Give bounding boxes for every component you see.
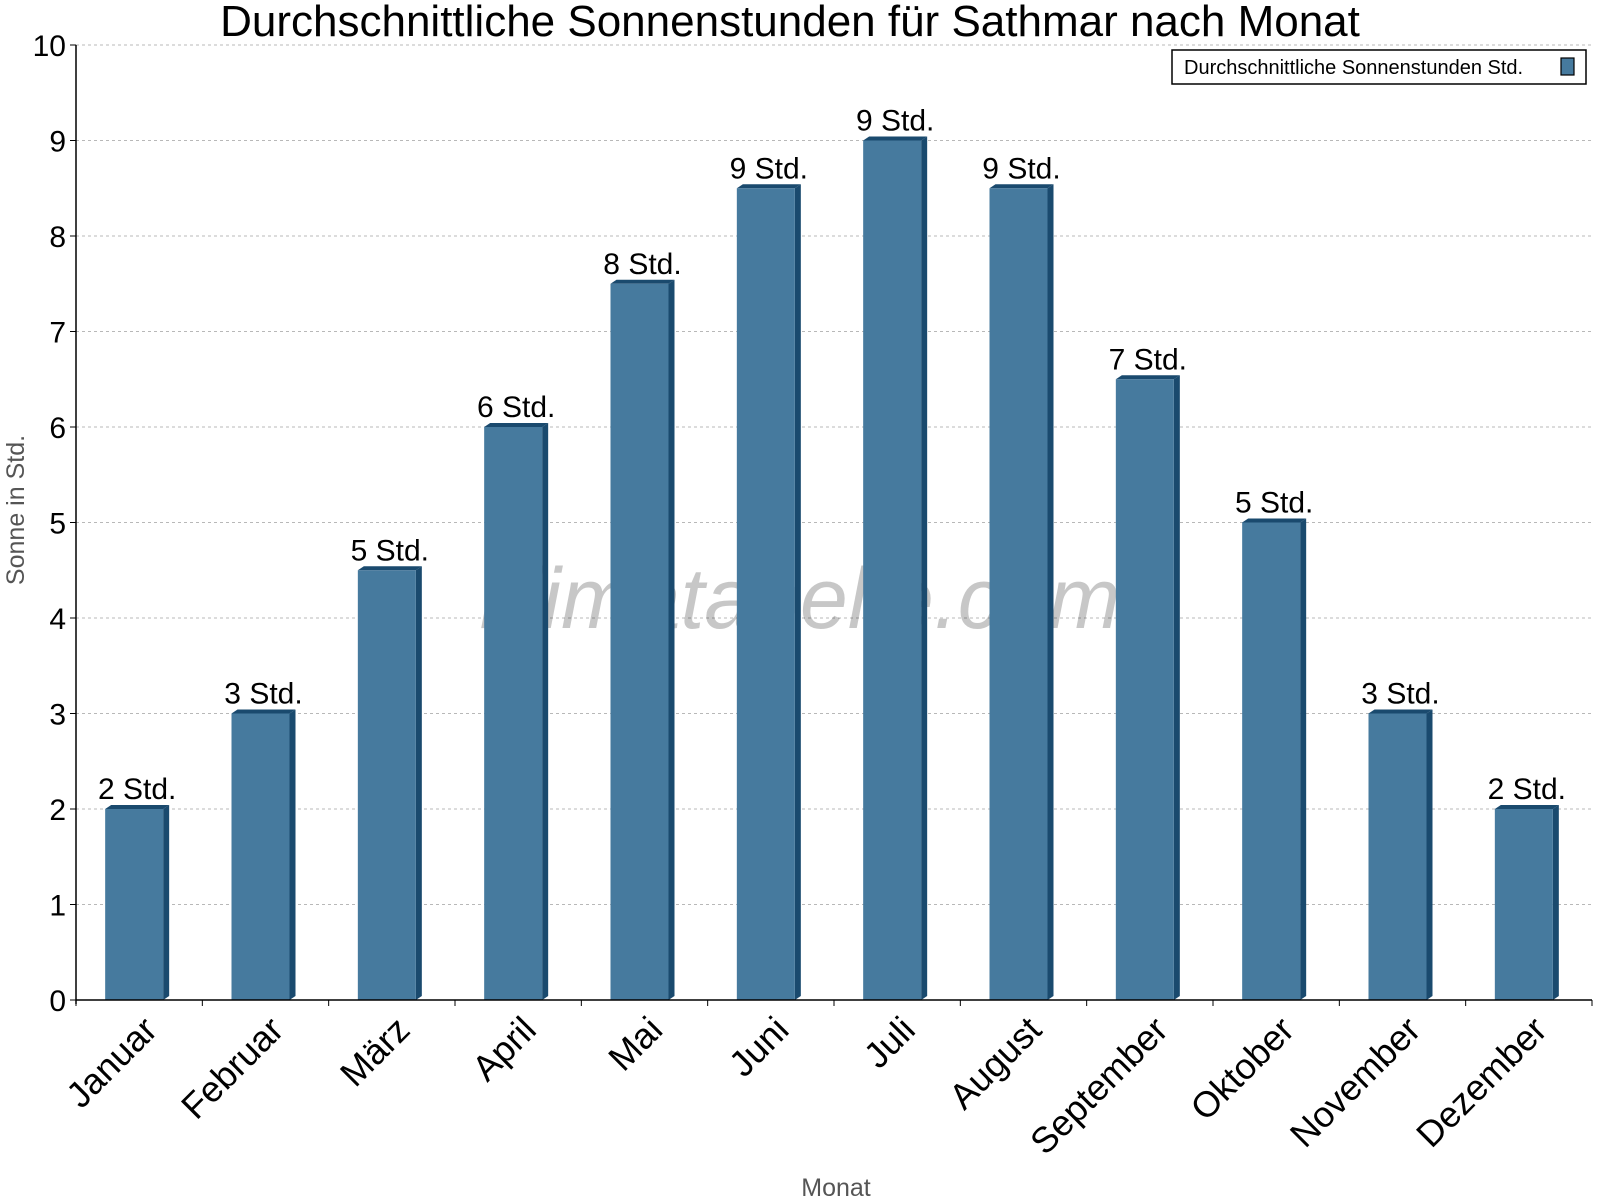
bar-front-face: [1494, 809, 1553, 1000]
bar-side-face: [794, 184, 801, 1000]
axes: [70, 44, 1593, 1006]
legend-swatch: [1560, 57, 1575, 76]
x-tick-label: November: [1282, 1009, 1428, 1155]
bar-side-face: [542, 423, 549, 1000]
x-tick-label: Dezember: [1408, 1009, 1554, 1155]
bar-top-face: [736, 184, 801, 189]
bar-side-face: [163, 805, 170, 1000]
x-axis-label: Monat: [801, 1174, 871, 1200]
y-tick-label: 10: [33, 30, 66, 63]
x-tick-label: Oktober: [1182, 1009, 1302, 1129]
x-tick-label: Januar: [58, 1009, 165, 1116]
data-labels: 2 Std. 3 Std. 5 Std. 6 Std. 8 Std. 9 Std. 9 St…: [98, 105, 1566, 807]
data-label: 9 Std.: [982, 152, 1060, 185]
legend-label: Durchschnittliche Sonnenstunden Std.: [1184, 57, 1523, 79]
y-tick-label: 1: [49, 890, 66, 923]
bar: [357, 566, 422, 1000]
bar-side-face: [1552, 805, 1559, 1000]
bar-front-face: [1115, 379, 1174, 1000]
legend: Durchschnittliche Sonnenstunden Std.: [1171, 49, 1587, 85]
data-label: 2 Std.: [1488, 773, 1566, 806]
bar-front-face: [1242, 522, 1301, 1000]
bar-top-face: [231, 709, 296, 714]
bar-front-face: [863, 140, 922, 1000]
bars-group: [105, 136, 1559, 1000]
bar: [1242, 518, 1307, 1000]
bar-top-face: [1368, 709, 1433, 714]
bar-side-face: [415, 566, 422, 1000]
bar-front-face: [736, 188, 795, 1000]
bar-side-face: [668, 279, 675, 1000]
y-axis-label: Sonne in Std.: [2, 435, 30, 585]
bar-top-face: [1242, 518, 1307, 523]
y-tick-label: 6: [49, 412, 66, 445]
data-label: 5 Std.: [1235, 487, 1313, 520]
bar-side-face: [921, 136, 928, 1000]
x-tick-label: September: [1022, 1009, 1176, 1163]
bar: [989, 184, 1054, 1000]
bar: [610, 279, 675, 1000]
x-tick-label: Februar: [173, 1009, 291, 1127]
data-label: 3 Std.: [1361, 678, 1439, 711]
bar-top-face: [863, 136, 928, 141]
x-tick-label: März: [332, 1009, 418, 1095]
x-tick-label: Mai: [600, 1009, 670, 1079]
bar-top-face: [357, 566, 422, 571]
y-tick-label: 8: [49, 221, 66, 254]
bar-top-face: [105, 805, 170, 809]
bar: [484, 423, 549, 1000]
gridlines: [76, 44, 1592, 905]
bar: [231, 709, 296, 1000]
y-tick-label: 7: [49, 317, 66, 350]
y-tick-label: 4: [49, 603, 66, 636]
x-tick-label: Juli: [856, 1009, 923, 1076]
data-label: 3 Std.: [224, 678, 302, 711]
y-tick-label: 5: [49, 508, 66, 541]
bar: [863, 136, 928, 1000]
chart-title: Durchschnittliche Sonnenstunden für Sath…: [220, 0, 1360, 46]
x-tick-label: August: [941, 1009, 1049, 1117]
bar-front-face: [231, 713, 290, 1000]
bar-top-face: [484, 423, 549, 427]
x-tick-label: Juni: [721, 1009, 797, 1085]
bar-side-face: [1047, 184, 1054, 1000]
bar-front-face: [989, 188, 1048, 1000]
bar-side-face: [1173, 375, 1180, 1000]
x-tick-label: April: [464, 1009, 544, 1089]
data-label: 2 Std.: [98, 773, 176, 806]
bar-top-face: [1115, 375, 1180, 380]
bar-front-face: [357, 570, 416, 1000]
bar-front-face: [610, 283, 669, 1000]
data-label: 7 Std.: [1109, 343, 1187, 376]
data-label: 8 Std.: [603, 248, 681, 281]
data-label: 9 Std.: [856, 105, 934, 138]
bar-side-face: [289, 709, 296, 1000]
y-tick-label: 2: [49, 794, 66, 827]
bar-top-face: [1494, 805, 1559, 809]
y-tick-labels: 0 1 2 3 4 5 6 7 8 9 10: [33, 30, 66, 1018]
data-label: 6 Std.: [477, 391, 555, 424]
bar-front-face: [484, 427, 543, 1000]
bar-side-face: [1426, 709, 1433, 1000]
y-tick-label: 3: [49, 699, 66, 732]
bar: [1115, 375, 1180, 1000]
bar-top-face: [989, 184, 1054, 189]
data-label: 9 Std.: [730, 152, 808, 185]
data-label: 5 Std.: [351, 534, 429, 567]
y-tick-label: 0: [49, 985, 66, 1018]
legend-box: [1171, 49, 1587, 85]
bar: [736, 184, 801, 1000]
bar: [1368, 709, 1433, 1000]
y-tick-label: 9: [49, 126, 66, 159]
bar-top-face: [610, 279, 675, 284]
bar: [1494, 805, 1559, 1000]
bar-front-face: [105, 809, 164, 1000]
bar: [105, 805, 170, 1000]
bar-side-face: [1300, 518, 1307, 1000]
x-tick-labels: Januar Februar März April Mai Juni Juli AugustS…: [58, 1009, 1555, 1163]
bar-front-face: [1368, 713, 1427, 1000]
